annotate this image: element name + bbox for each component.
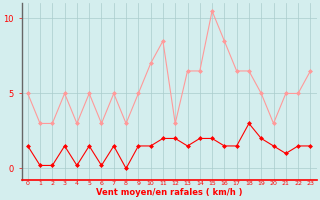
X-axis label: Vent moyen/en rafales ( km/h ): Vent moyen/en rafales ( km/h ) — [96, 188, 242, 197]
